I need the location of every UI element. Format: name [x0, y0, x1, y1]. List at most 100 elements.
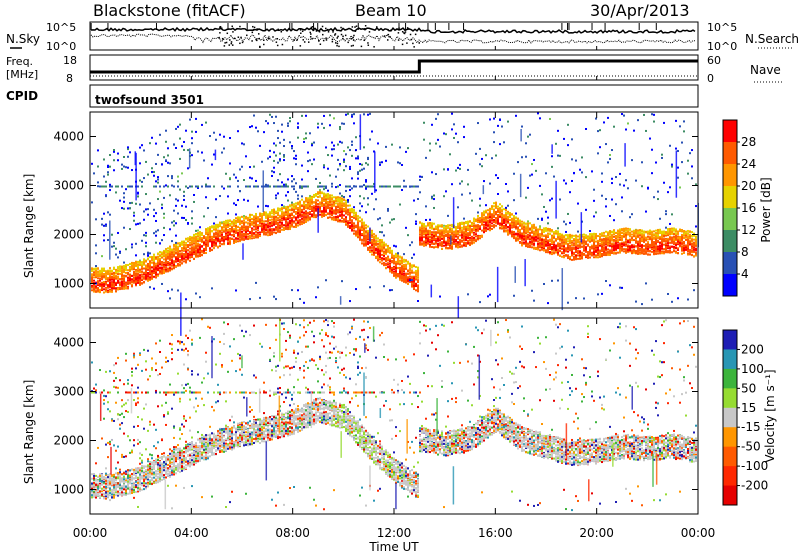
data-cell: [365, 234, 367, 237]
data-cell: [107, 277, 109, 280]
data-cell: [311, 208, 313, 211]
data-cell: [249, 231, 251, 234]
data-cell: [409, 279, 411, 282]
data-cell: [191, 238, 193, 241]
data-cell: [395, 260, 397, 263]
data-cell: [207, 185, 209, 188]
data-cell: [111, 285, 113, 288]
data-cell: [467, 293, 469, 296]
data-cell: [413, 199, 415, 202]
data-cell: [107, 211, 109, 214]
data-cell: [135, 275, 137, 278]
nsearch-point: [327, 31, 330, 33]
data-cell: [287, 210, 289, 213]
data-cell: [385, 258, 387, 261]
nsearch-point: [259, 45, 261, 48]
data-cell: [349, 214, 351, 217]
data-cell: [319, 189, 321, 192]
data-cell: [333, 202, 335, 205]
data-cell: [379, 248, 381, 251]
data-cell: [263, 213, 265, 216]
nsearch-point: [325, 27, 327, 30]
data-cell: [109, 213, 111, 216]
data-cell: [227, 225, 229, 228]
data-cell: [131, 285, 133, 288]
data-cell: [431, 239, 433, 242]
data-cell: [353, 216, 355, 219]
data-cell: [223, 222, 225, 225]
data-cell: [295, 157, 297, 160]
data-cell: [171, 177, 173, 180]
data-cell: [255, 185, 257, 188]
data-cell: [101, 223, 103, 226]
data-cell: [129, 274, 131, 277]
data-cell: [445, 231, 447, 234]
data-cell: [421, 222, 423, 225]
data-cell: [289, 225, 291, 228]
data-cell: [141, 270, 143, 273]
data-cell: [285, 194, 287, 197]
data-cell: [213, 222, 215, 225]
data-cell: [285, 227, 287, 230]
data-cell: [181, 256, 183, 259]
data-cell: [265, 211, 267, 214]
data-cell: [439, 145, 441, 148]
data-cell: [149, 276, 151, 279]
nsearch-point: [232, 31, 234, 33]
data-cell: [417, 273, 419, 276]
data-cell: [215, 223, 217, 226]
data-cell: [99, 185, 101, 188]
data-cell: [189, 259, 191, 262]
data-cell: [91, 268, 93, 271]
data-cell: [201, 123, 203, 126]
data-cell: [351, 227, 353, 230]
data-cell: [135, 202, 137, 205]
data-cell: [465, 226, 467, 229]
data-cell: [191, 253, 193, 256]
data-cell: [243, 234, 245, 237]
data-cell: [293, 206, 295, 209]
data-cell: [463, 230, 465, 233]
data-cell: [139, 262, 141, 265]
data-cell: [271, 115, 273, 118]
data-cell: [341, 209, 343, 212]
data-cell: [303, 211, 305, 214]
data-cell: [317, 126, 319, 129]
data-cell: [443, 239, 445, 242]
data-cell: [165, 251, 167, 254]
data-cell: [239, 236, 241, 239]
data-cell: [167, 290, 169, 293]
data-cell: [307, 200, 309, 203]
data-cell: [271, 218, 273, 221]
data-cell: [123, 226, 125, 229]
data-cell: [383, 241, 385, 244]
data-cell: [371, 246, 373, 249]
data-cell: [107, 165, 109, 168]
data-cell: [359, 209, 361, 212]
data-cell: [361, 219, 363, 222]
data-cell: [321, 185, 323, 188]
data-cell: [101, 217, 103, 220]
data-cell: [133, 276, 135, 279]
data-cell: [441, 244, 443, 247]
data-cell: [245, 225, 247, 228]
data-cell: [189, 235, 191, 238]
data-cell: [211, 236, 213, 239]
data-cell: [443, 231, 445, 234]
data-cell: [189, 256, 191, 259]
data-cell: [327, 205, 329, 208]
data-cell: [463, 136, 465, 139]
data-cell: [155, 256, 157, 259]
data-cell: [261, 228, 263, 231]
data-cell: [175, 241, 177, 244]
data-cell: [149, 273, 151, 276]
data-cell: [437, 224, 439, 227]
data-cell: [121, 274, 123, 277]
data-cell: [289, 117, 291, 120]
data-cell: [433, 246, 435, 249]
data-cell: [267, 220, 269, 223]
data-cell: [295, 216, 297, 219]
data-cell: [225, 225, 227, 228]
data-cell: [379, 258, 381, 261]
data-cell: [291, 289, 293, 292]
